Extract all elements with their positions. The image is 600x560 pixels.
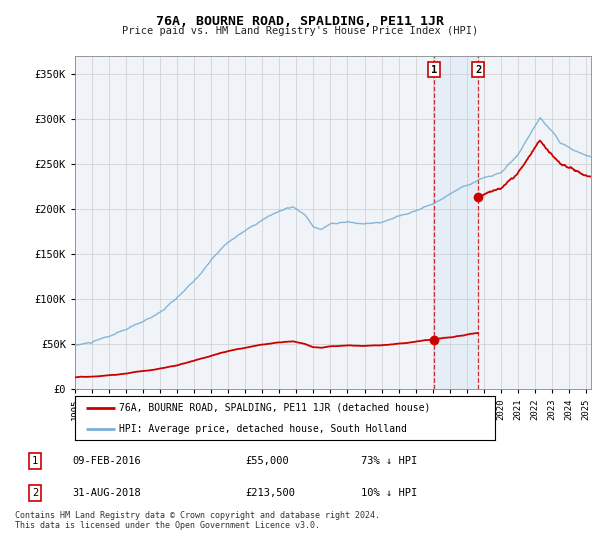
Text: 10% ↓ HPI: 10% ↓ HPI xyxy=(361,488,417,498)
Text: 09-FEB-2016: 09-FEB-2016 xyxy=(73,456,142,465)
Text: Price paid vs. HM Land Registry's House Price Index (HPI): Price paid vs. HM Land Registry's House … xyxy=(122,26,478,36)
Text: 76A, BOURNE ROAD, SPALDING, PE11 1JR: 76A, BOURNE ROAD, SPALDING, PE11 1JR xyxy=(156,15,444,27)
Text: Contains HM Land Registry data © Crown copyright and database right 2024.
This d: Contains HM Land Registry data © Crown c… xyxy=(15,511,380,530)
Text: £55,000: £55,000 xyxy=(245,456,289,465)
Text: 1: 1 xyxy=(431,64,437,74)
Text: 31-AUG-2018: 31-AUG-2018 xyxy=(73,488,142,498)
Text: 1: 1 xyxy=(32,456,38,465)
Bar xyxy=(434,56,478,389)
Text: HPI: Average price, detached house, South Holland: HPI: Average price, detached house, Sout… xyxy=(119,424,407,433)
Text: £213,500: £213,500 xyxy=(245,488,295,498)
Text: 2: 2 xyxy=(475,64,481,74)
Text: 73% ↓ HPI: 73% ↓ HPI xyxy=(361,456,417,465)
Text: 76A, BOURNE ROAD, SPALDING, PE11 1JR (detached house): 76A, BOURNE ROAD, SPALDING, PE11 1JR (de… xyxy=(119,403,430,413)
Text: 2: 2 xyxy=(32,488,38,498)
